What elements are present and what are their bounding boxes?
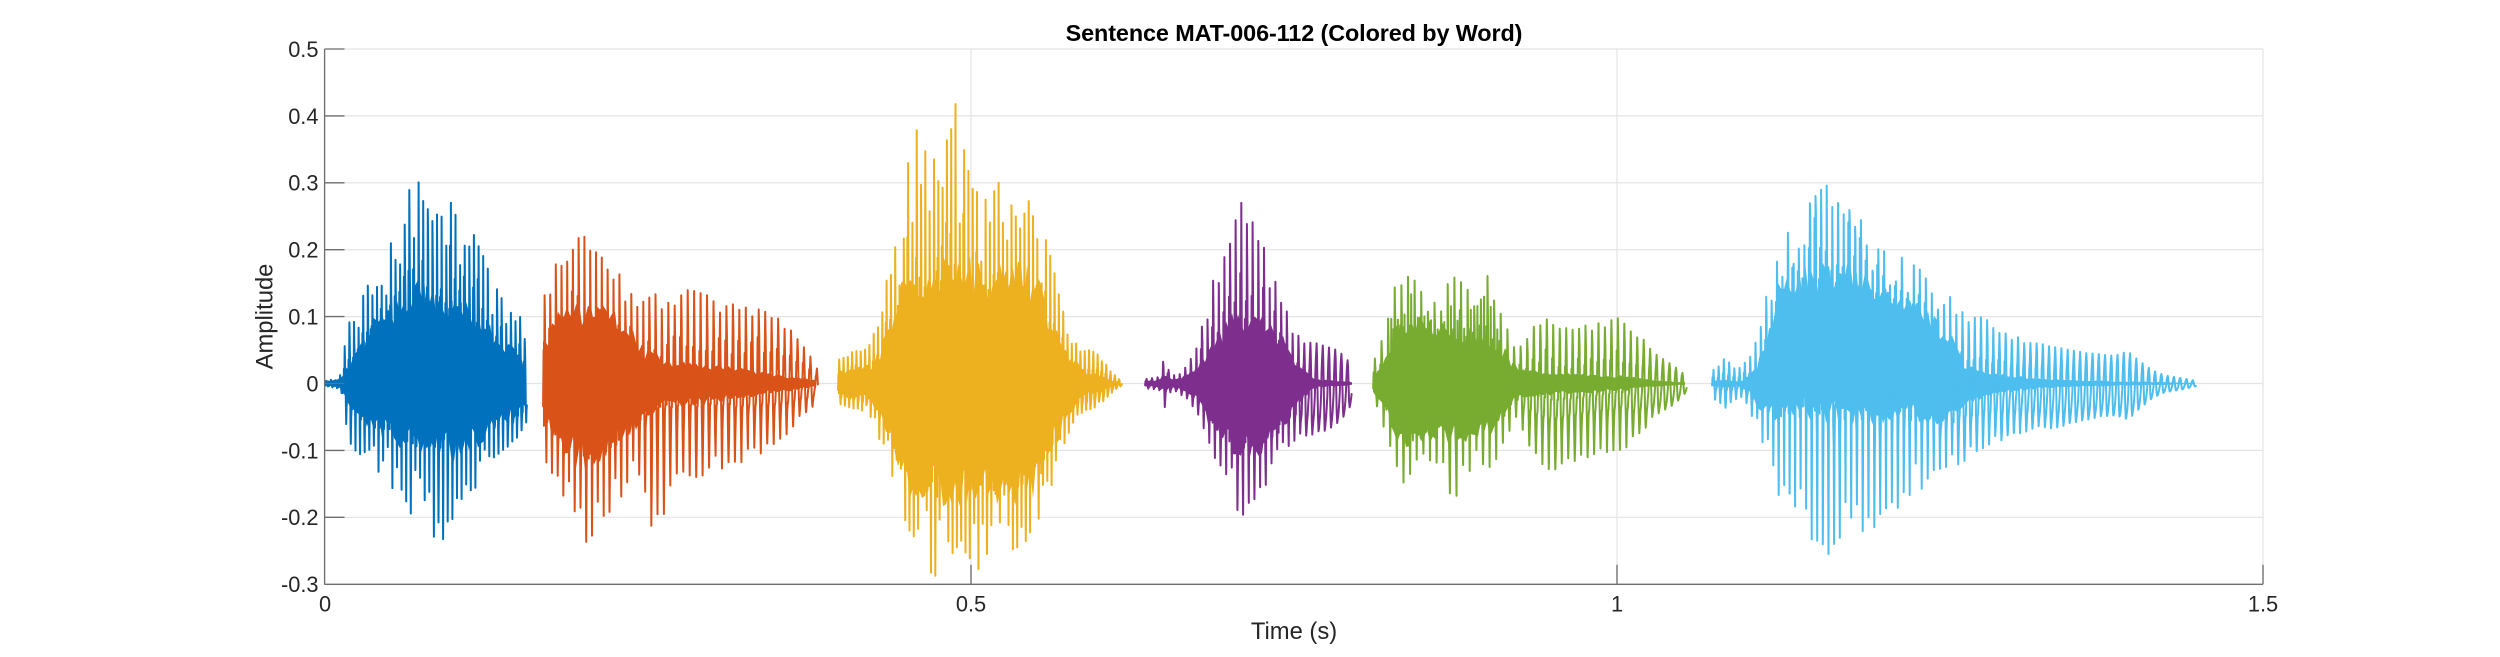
svg-text:Time (s): Time (s) (1251, 618, 1337, 645)
svg-text:-0.3: -0.3 (281, 572, 319, 597)
svg-text:0.4: 0.4 (288, 104, 318, 129)
svg-text:0.3: 0.3 (288, 171, 318, 196)
svg-text:0.5: 0.5 (288, 37, 318, 62)
svg-text:1: 1 (1611, 592, 1623, 617)
svg-text:0.2: 0.2 (288, 238, 318, 263)
svg-text:0.1: 0.1 (288, 305, 318, 330)
svg-text:-0.1: -0.1 (281, 438, 319, 463)
svg-text:Amplitude: Amplitude (252, 264, 279, 370)
svg-text:0.5: 0.5 (956, 592, 986, 617)
svg-text:0: 0 (306, 371, 318, 396)
svg-text:1.5: 1.5 (2248, 592, 2278, 617)
svg-text:Sentence MAT-006-112 (Colored: Sentence MAT-006-112 (Colored by Word) (1066, 20, 1523, 46)
svg-text:0: 0 (319, 592, 331, 617)
svg-text:-0.2: -0.2 (281, 505, 319, 530)
